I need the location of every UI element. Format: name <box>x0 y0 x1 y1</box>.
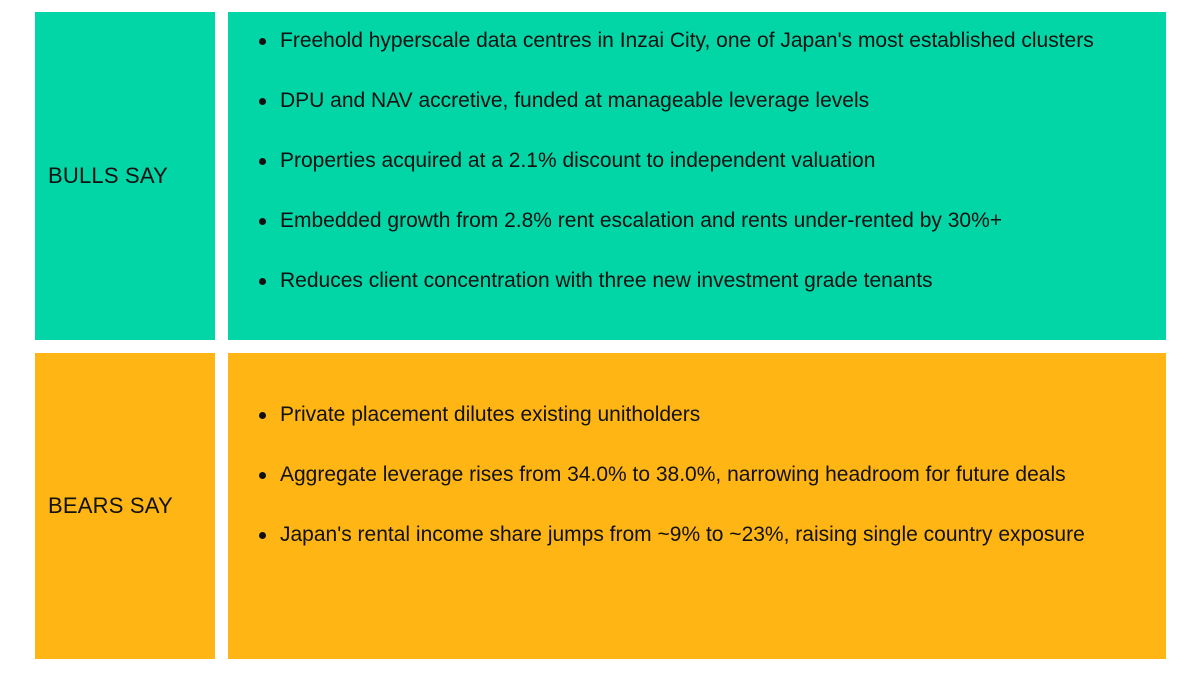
bears-point: Private placement dilutes existing unith… <box>256 400 1152 430</box>
bulls-point-text: Freehold hyperscale data centres in Inza… <box>280 29 1094 52</box>
bullet-dot-icon <box>259 472 266 479</box>
bears-point-text: Aggregate leverage rises from 34.0% to 3… <box>280 463 1066 486</box>
bulls-label-cell: BULLS SAY <box>35 12 215 340</box>
bullet-dot-icon <box>259 278 266 285</box>
bullet-dot-icon <box>259 158 266 165</box>
bulls-point-text: Properties acquired at a 2.1% discount t… <box>280 149 876 172</box>
bulls-point: Embedded growth from 2.8% rent escalatio… <box>256 206 1152 236</box>
bulls-point-text: Embedded growth from 2.8% rent escalatio… <box>280 209 1003 232</box>
bulls-point: Properties acquired at a 2.1% discount t… <box>256 146 1152 176</box>
bulls-point: Reduces client concentration with three … <box>256 266 1152 296</box>
bulls-say-label: BULLS SAY <box>48 163 169 188</box>
bears-say-label: BEARS SAY <box>48 493 173 518</box>
bulls-point: Freehold hyperscale data centres in Inza… <box>256 26 1152 56</box>
bullet-dot-icon <box>259 218 266 225</box>
bears-point-text: Japan's rental income share jumps from ~… <box>280 523 1085 546</box>
bears-points-panel: Private placement dilutes existing unith… <box>228 353 1166 659</box>
bears-points-list: Private placement dilutes existing unith… <box>256 400 1152 550</box>
bullet-dot-icon <box>259 38 266 45</box>
bears-point: Aggregate leverage rises from 34.0% to 3… <box>256 460 1152 490</box>
bears-point-text: Private placement dilutes existing unith… <box>280 403 701 426</box>
bullet-dot-icon <box>259 532 266 539</box>
bulls-point-text: Reduces client concentration with three … <box>280 269 933 292</box>
bulls-point: DPU and NAV accretive, funded at managea… <box>256 86 1152 116</box>
bulls-point-text: DPU and NAV accretive, funded at managea… <box>280 89 870 112</box>
bulls-points-panel: Freehold hyperscale data centres in Inza… <box>228 12 1166 340</box>
bears-point: Japan's rental income share jumps from ~… <box>256 520 1152 550</box>
bullet-dot-icon <box>259 412 266 419</box>
bullet-dot-icon <box>259 98 266 105</box>
bears-label-cell: BEARS SAY <box>35 353 215 659</box>
bulls-points-list: Freehold hyperscale data centres in Inza… <box>256 26 1152 296</box>
